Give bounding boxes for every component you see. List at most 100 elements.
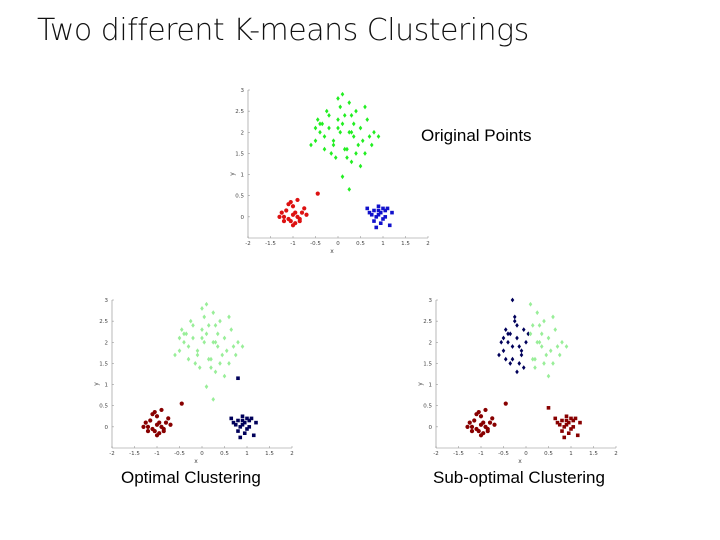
- data-point: [318, 121, 322, 127]
- scatter-plot-optimal: -2 -1.5 -1 -0.5 0 0.5 1 1.5 2 0 0.5 1 1.5 2 2.5 3 x y: [93, 298, 294, 465]
- data-point: [530, 322, 535, 328]
- y-tick-label: 3: [105, 298, 109, 304]
- data-point: [331, 142, 336, 148]
- data-point: [376, 204, 381, 209]
- data-point: [497, 352, 501, 358]
- data-point: [247, 425, 252, 429]
- data-point: [161, 428, 166, 434]
- data-point: [222, 335, 227, 341]
- x-tick-label: -1: [290, 241, 295, 247]
- data-point: [211, 339, 216, 345]
- data-point: [209, 356, 213, 362]
- data-point: [233, 422, 238, 427]
- data-point: [290, 223, 296, 228]
- data-point: [340, 91, 345, 97]
- data-point: [231, 420, 236, 425]
- data-point: [293, 210, 298, 215]
- data-point: [177, 335, 182, 341]
- data-point: [204, 331, 209, 337]
- data-point: [349, 159, 354, 165]
- data-point: [510, 344, 515, 349]
- data-point: [290, 204, 296, 209]
- x-tick-label: -1.5: [265, 241, 276, 247]
- x-tick-label: -1.5: [453, 451, 464, 457]
- data-point: [515, 369, 519, 375]
- data-point: [365, 206, 370, 211]
- x-tick-label: 0.5: [220, 451, 229, 457]
- y-tick-label: 1.5: [235, 151, 244, 157]
- data-point: [222, 373, 227, 379]
- data-point: [336, 96, 340, 101]
- data-point: [506, 339, 510, 345]
- data-point: [229, 327, 234, 332]
- data-point: [510, 356, 515, 362]
- data-point: [521, 327, 526, 332]
- data-point: [374, 215, 379, 219]
- x-tick-label: 2: [426, 241, 430, 247]
- data-point: [360, 138, 365, 144]
- data-point: [236, 418, 240, 423]
- data-point: [211, 396, 216, 402]
- data-point: [483, 407, 488, 413]
- data-point: [506, 331, 510, 337]
- caption-suboptimal-clustering: Sub-optimal Clustering: [433, 468, 605, 487]
- data-point: [501, 348, 506, 354]
- data-point: [387, 223, 392, 228]
- data-point: [218, 318, 222, 324]
- data-point: [356, 142, 361, 148]
- data-point: [383, 208, 388, 213]
- data-point: [501, 335, 506, 341]
- x-tick-label: -2: [433, 451, 438, 457]
- data-point: [247, 418, 252, 423]
- data-point: [555, 420, 560, 425]
- data-point: [188, 318, 193, 324]
- data-point: [281, 218, 287, 224]
- data-point: [358, 163, 363, 169]
- y-tick-label: 1.5: [423, 361, 432, 367]
- data-point: [476, 409, 481, 415]
- x-tick-label: 1: [569, 451, 573, 457]
- data-point: [309, 142, 313, 148]
- data-point: [524, 339, 528, 345]
- data-point: [200, 335, 204, 341]
- data-point: [313, 138, 318, 144]
- data-point: [159, 407, 164, 413]
- data-point: [560, 429, 564, 433]
- data-point: [145, 428, 151, 434]
- data-point: [331, 138, 336, 144]
- y-tick-label: 0: [105, 425, 109, 431]
- data-point: [472, 418, 477, 423]
- data-point: [548, 348, 553, 354]
- x-tick-label: -2: [109, 451, 114, 457]
- y-tick-label: 2.5: [423, 319, 432, 325]
- data-point: [367, 134, 372, 139]
- data-point: [320, 121, 325, 127]
- data-point: [245, 427, 249, 431]
- data-point: [182, 339, 186, 345]
- data-point: [490, 416, 495, 421]
- y-tick-label: 0: [241, 215, 245, 221]
- data-point: [186, 356, 191, 362]
- data-point: [238, 425, 243, 429]
- data-point: [211, 310, 216, 316]
- data-point: [281, 214, 287, 219]
- data-point: [469, 424, 475, 429]
- x-tick-label: 0: [336, 241, 340, 247]
- data-point: [236, 376, 240, 381]
- data-point: [376, 212, 381, 217]
- data-point: [521, 365, 526, 371]
- data-point: [378, 210, 383, 215]
- data-point: [503, 401, 508, 406]
- y-tick-label: 0: [429, 425, 433, 431]
- data-point: [202, 339, 207, 345]
- data-point: [512, 314, 517, 320]
- y-tick-label: 2.5: [235, 109, 244, 115]
- data-point: [564, 414, 569, 419]
- x-tick-label: 1.5: [589, 451, 598, 457]
- data-point: [562, 425, 567, 429]
- data-point: [195, 352, 200, 358]
- y-tick-label: 0.5: [423, 404, 432, 410]
- data-point: [542, 318, 546, 324]
- x-axis-label: x: [330, 248, 334, 255]
- data-point: [347, 100, 352, 106]
